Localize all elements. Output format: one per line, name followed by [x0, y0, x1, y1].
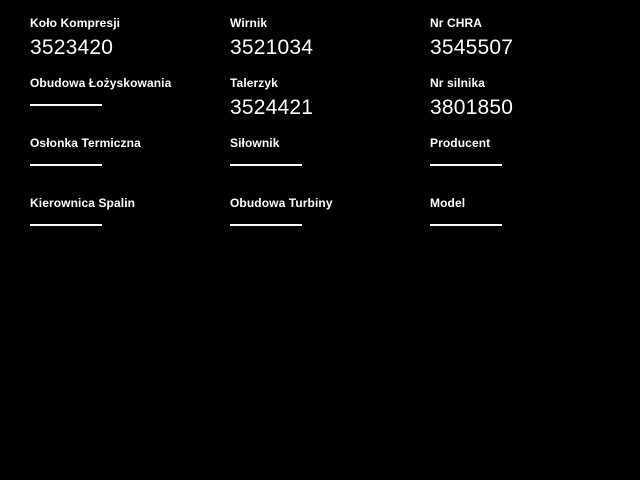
- spec-field-value: 3801850: [430, 96, 514, 119]
- spec-field-grid: Koło Kompresji 3523420 Wirnik 3521034 Nr CHR…: [30, 16, 640, 256]
- spec-field: Osłonka Termiczna: [30, 136, 230, 196]
- spec-field: Talerzyk 3524421: [230, 76, 430, 136]
- spec-field: Nr silnika 3801850: [430, 76, 630, 136]
- spec-field: Kierownica Spalin: [30, 196, 230, 256]
- spec-field-label: Obudowa Turbiny: [230, 196, 333, 210]
- spec-field-value-empty: [30, 90, 230, 114]
- spec-field: Siłownik: [230, 136, 430, 196]
- spec-field-value: 3545507: [430, 36, 514, 59]
- spec-field-label: Model: [430, 196, 466, 210]
- spec-field: Wirnik 3521034: [230, 16, 430, 76]
- spec-field-label: Producent: [430, 136, 491, 150]
- spec-field-value: 3521034: [230, 36, 314, 59]
- spec-field-label: Osłonka Termiczna: [30, 136, 141, 150]
- spec-field-label: Nr silnika: [430, 76, 486, 90]
- spec-field-value: 3523420: [30, 36, 114, 59]
- spec-field-value-empty: [30, 210, 230, 234]
- spec-field: Koło Kompresji 3523420: [30, 16, 230, 76]
- spec-field-value-empty: [30, 150, 230, 174]
- spec-field-value: 3524421: [230, 96, 314, 119]
- spec-field-label: Siłownik: [230, 136, 280, 150]
- spec-field-value-empty: [430, 210, 630, 234]
- spec-field-label: Talerzyk: [230, 76, 278, 90]
- spec-field: Model: [430, 196, 630, 256]
- spec-field-label: Koło Kompresji: [30, 16, 121, 30]
- spec-field-value-empty: [230, 210, 430, 234]
- spec-field: Obudowa Łożyskowania: [30, 76, 230, 136]
- spec-field-label: Wirnik: [230, 16, 268, 30]
- spec-field: Obudowa Turbiny: [230, 196, 430, 256]
- spec-field: Producent: [430, 136, 630, 196]
- spec-field-value-empty: [430, 150, 630, 174]
- spec-field-label: Nr CHRA: [430, 16, 483, 30]
- spec-field: Nr CHRA 3545507: [430, 16, 630, 76]
- spec-field-label: Kierownica Spalin: [30, 196, 136, 210]
- spec-field-label: Obudowa Łożyskowania: [30, 76, 172, 90]
- spec-field-value-empty: [230, 150, 430, 174]
